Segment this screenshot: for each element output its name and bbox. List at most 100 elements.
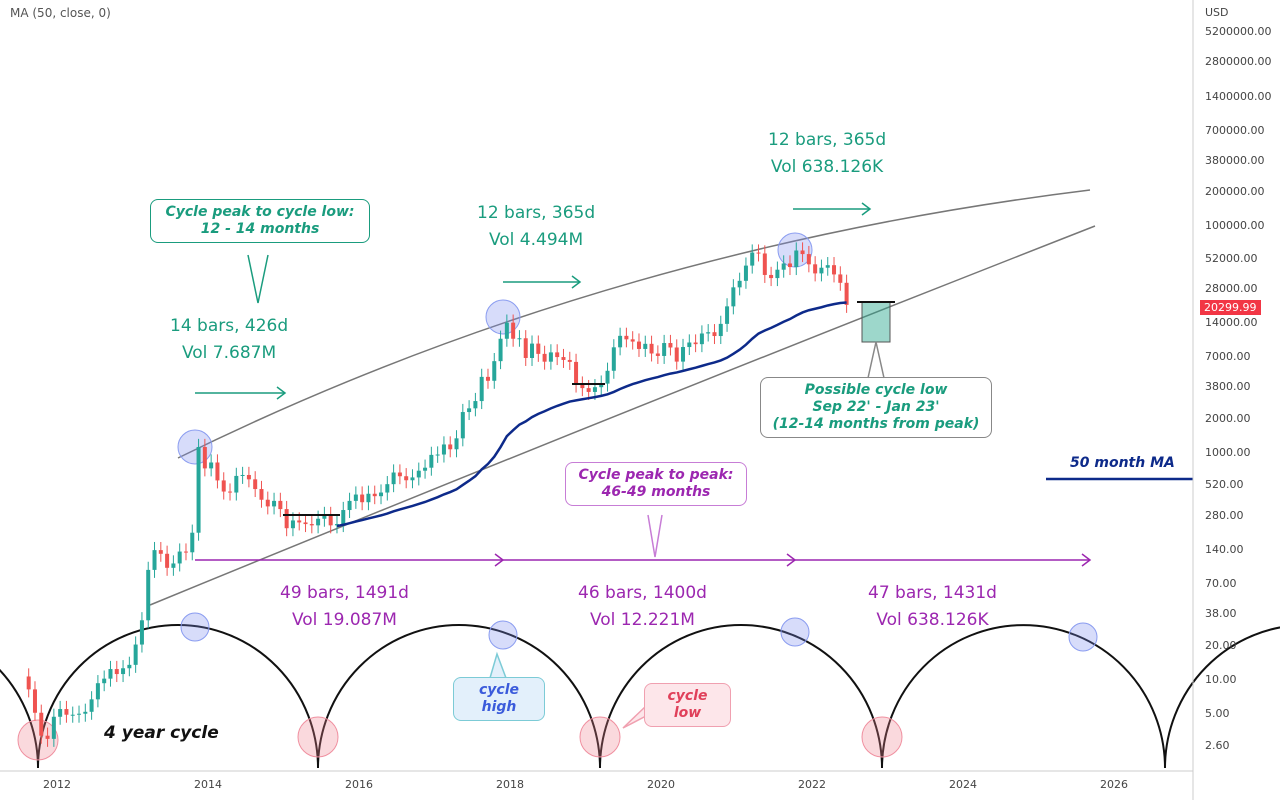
y-tick-label: 280.00 [1205, 508, 1244, 522]
cycle-measure-label: 49 bars, 1491d Vol 19.087M [280, 583, 409, 630]
y-tick-label: 14000.00 [1205, 316, 1258, 330]
candle-body [454, 438, 459, 450]
candle-body [240, 474, 245, 476]
candle-body [750, 252, 755, 266]
candle-body [202, 447, 207, 469]
candle-body [498, 338, 503, 362]
candle-body [832, 265, 837, 275]
candle-body [687, 342, 692, 348]
candle-body [334, 524, 339, 526]
candle-body [485, 376, 490, 381]
candle-body [416, 470, 421, 478]
lower-trend-curve [149, 225, 1096, 606]
candle-body [209, 462, 214, 469]
candle-body [316, 518, 321, 526]
candle-body [39, 712, 44, 736]
candle-body [731, 287, 736, 307]
cycle-low-circle [861, 716, 903, 758]
candle-body [246, 474, 251, 480]
candle-body [441, 444, 446, 455]
candle-body [121, 668, 126, 675]
y-tick-label: 10.00 [1205, 672, 1237, 686]
candle-body [360, 494, 365, 503]
candle-body [435, 454, 440, 456]
y-tick-label: 140.00 [1205, 542, 1244, 556]
candle-body [542, 353, 547, 362]
y-tick-label: 52000.00 [1205, 251, 1258, 265]
candle-body [114, 669, 119, 675]
candle-body [366, 493, 371, 503]
candle-body [423, 467, 428, 471]
candle-body [769, 274, 774, 279]
candle-body [32, 689, 37, 713]
candle-body [139, 620, 144, 645]
possible-low-box [861, 301, 891, 343]
currency-label: USD [1205, 6, 1229, 19]
candle-body [102, 678, 107, 684]
y-tick-label: 38.00 [1205, 606, 1237, 620]
y-tick-label: 2000.00 [1205, 411, 1251, 425]
x-tick-label: 2022 [798, 778, 826, 791]
range-markers [195, 202, 1193, 729]
candle-body [171, 563, 176, 568]
x-tick-label: 2018 [496, 778, 524, 791]
measure-label: 12 bars, 365d Vol 638.126K [768, 130, 887, 177]
candle-body [479, 376, 484, 402]
peak-to-peak-bubble: Cycle peak to peak: 46-49 months [565, 462, 747, 506]
candle-body [630, 339, 635, 342]
candle-body [662, 343, 667, 356]
candle-body [548, 352, 553, 362]
x-tick-label: 2016 [345, 778, 373, 791]
y-tick-label: 5200000.00 [1205, 25, 1272, 38]
y-tick-label: 200000.00 [1205, 185, 1265, 199]
candle-body [693, 342, 698, 345]
cycle-high-circle [488, 620, 518, 650]
y-tick-label: 20.00 [1205, 638, 1237, 652]
candle-body [372, 493, 377, 497]
y-tick-label: 2800000.00 [1205, 55, 1272, 69]
candle-body [681, 347, 686, 362]
candle-body [844, 282, 849, 305]
candle-body [492, 361, 497, 381]
bubble-pointer [867, 341, 885, 379]
candle-body [517, 338, 522, 340]
candle-body [555, 352, 560, 358]
candle-body [45, 735, 50, 739]
candle-body [133, 644, 138, 665]
cycle-low-label: cycle low [644, 683, 731, 727]
candle-body [265, 499, 270, 507]
candle-body [813, 264, 818, 274]
candle-body [806, 254, 811, 265]
cycle-high-circle [180, 612, 210, 642]
x-tick-label: 2024 [949, 778, 977, 791]
candle-body [70, 714, 75, 716]
last-price-tag: 20299.99 [1200, 300, 1261, 315]
candle-body [253, 479, 258, 490]
candle-body [190, 532, 195, 553]
ma-legend[interactable]: MA (50, close, 0) [10, 6, 111, 20]
candle-body [586, 388, 591, 392]
candle-body [341, 510, 346, 525]
candle-body [655, 353, 660, 356]
candle-body [127, 664, 132, 669]
peak-to-low-bubble: Cycle peak to cycle low: 12 - 14 months [150, 199, 370, 243]
candle-body [328, 514, 333, 526]
trend-lines [149, 189, 1096, 606]
candle-body [756, 252, 761, 254]
candle-body [448, 444, 453, 450]
cycle-arc [37, 624, 319, 769]
candle-body [26, 676, 31, 690]
candle-body [77, 713, 82, 715]
four-year-cycle-label: 4 year cycle [104, 723, 219, 743]
candle-body [278, 500, 283, 510]
candle-body [385, 484, 390, 493]
candle-body [668, 343, 673, 348]
candle-body [379, 492, 384, 497]
candle-body [259, 489, 264, 500]
candle-body [561, 357, 566, 360]
upper-trend-curve [177, 189, 1091, 459]
cycle-arc [881, 624, 1166, 769]
candle-body [228, 491, 233, 493]
cycle-arrow-head [1081, 553, 1092, 567]
